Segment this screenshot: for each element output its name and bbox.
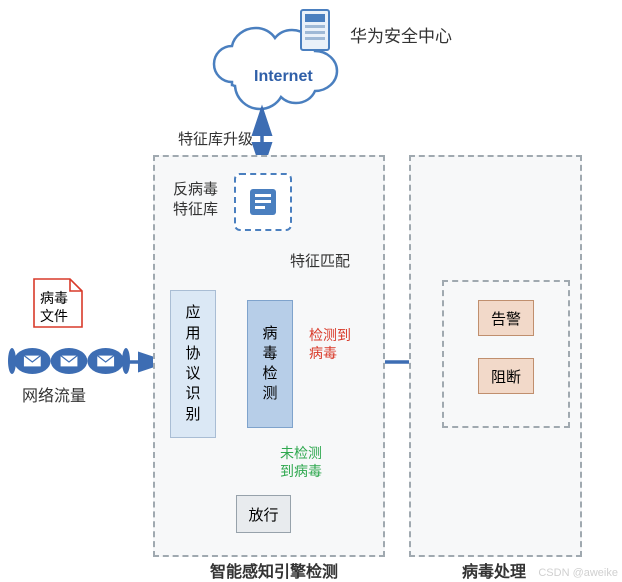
virus-file-label: 病毒 文件: [40, 289, 68, 325]
app-proto-box: 应 用 协 议 识 别: [170, 290, 216, 438]
alert-box: 告警: [478, 300, 534, 336]
db-box: [234, 173, 292, 231]
antivirus-db-label: 反病毒 特征库: [173, 180, 218, 219]
network-traffic-label: 网络流量: [22, 382, 86, 406]
virus-file-box: 病毒 文件: [32, 287, 84, 331]
virus-detect-box: 病 毒 检 测: [247, 300, 293, 428]
block-box: 阻断: [478, 358, 534, 394]
internet-label: Internet: [254, 68, 313, 86]
detected-label: 检测到 病毒: [309, 327, 351, 362]
security-center-label: 华为安全中心: [350, 22, 452, 47]
server-icon: [295, 8, 335, 56]
db-upgrade-label: 特征库升级: [178, 128, 253, 149]
feature-match-label: 特征匹配: [290, 250, 350, 271]
database-icon: [246, 185, 280, 219]
allow-box: 放行: [236, 495, 291, 533]
engine-title: 智能感知引擎检测: [210, 558, 338, 582]
watermark: CSDN @aweike: [538, 567, 618, 579]
not-detected-label: 未检测 到病毒: [280, 445, 322, 480]
handling-title: 病毒处理: [462, 558, 526, 582]
